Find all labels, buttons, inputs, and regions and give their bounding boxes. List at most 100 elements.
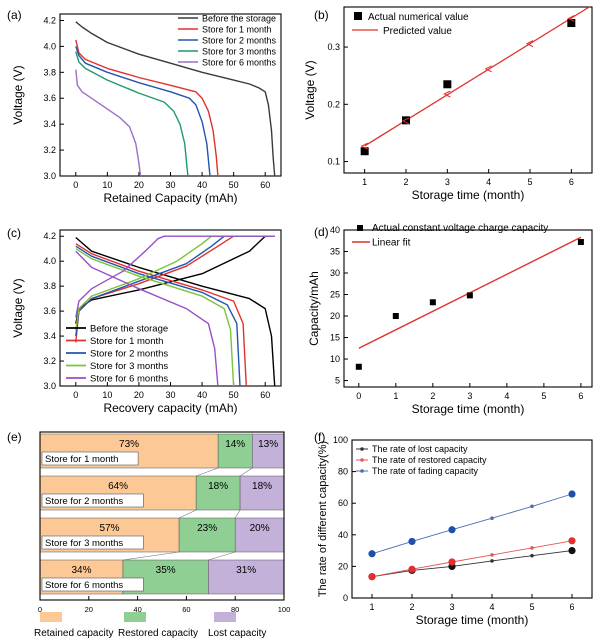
bar-value-label: 57% (100, 523, 120, 534)
bar-value-label: 64% (108, 481, 128, 492)
y-tick-label: 0.2 (327, 99, 340, 109)
legend-label: Actual numerical value (368, 12, 469, 23)
y-tick-label: 0 (343, 593, 348, 603)
y-tick-label: 40 (338, 530, 348, 540)
legend-label: The rate of lost capacity (372, 444, 468, 454)
x-tick-label: 4 (504, 391, 509, 401)
charge-curve (75, 235, 275, 324)
legend-label: Actual constant voltage charge capacity (372, 223, 548, 234)
x-tick-label: 0 (73, 180, 78, 190)
x-tick-label: 50 (229, 390, 239, 400)
x-tick-label: 4 (489, 602, 494, 612)
connector-line (178, 509, 197, 519)
legend-swatch (354, 12, 362, 20)
bar-value-label: 14% (225, 439, 245, 450)
panel-3: 0 10 20 30 40 50 60 3.0 3.2 3.4 3.6 3.8 4.0 4.2 Recove… (7, 226, 282, 415)
x-tick-label: 4 (486, 177, 491, 187)
data-point (368, 573, 376, 581)
x-tick-label: 2 (430, 391, 435, 401)
data-point (448, 558, 456, 566)
x-tick-label: 40 (197, 390, 207, 400)
x-axis-label: Storage time (month) (412, 402, 525, 416)
plot-frame (351, 439, 593, 599)
bar-segment (252, 433, 285, 469)
y-tick-label: 3.6 (43, 93, 56, 103)
legend-label: Linear fit (372, 238, 411, 249)
x-tick-label: 60 (260, 180, 270, 190)
discharge-curve (75, 248, 235, 387)
discharge-curve (75, 245, 241, 387)
x-tick-label: 1 (362, 177, 367, 187)
x-tick-label: 6 (569, 177, 574, 187)
category-box (41, 493, 144, 508)
actual-point (402, 116, 410, 125)
x-axis-label: Storage time (month) (412, 188, 525, 202)
bar-segment (208, 559, 285, 595)
x-tick-label: 100 (278, 605, 291, 614)
legend-marker (360, 458, 364, 462)
x-tick-label: 0 (73, 390, 78, 400)
charge-curve (75, 235, 275, 337)
data-point (408, 565, 416, 573)
bar-segment (217, 433, 253, 469)
legend-marker (360, 447, 364, 451)
y-tick-label: 3.6 (43, 306, 56, 316)
legend-label: Restored capacity (118, 628, 198, 639)
series-line (75, 46, 211, 177)
data-point (530, 504, 534, 509)
data-point (490, 553, 494, 557)
data-point (368, 550, 376, 558)
connector-line (208, 551, 236, 561)
x-tick-label: 5 (527, 177, 532, 187)
bar-value-label: 31% (236, 565, 256, 576)
data-point (392, 313, 399, 320)
bar-value-label: 20% (250, 523, 270, 534)
bar-segment (234, 517, 285, 553)
legend-label: Lost capacity (208, 628, 266, 639)
x-tick-label: 6 (578, 391, 583, 401)
plot-frame (343, 229, 593, 388)
x-tick-label: 80 (231, 605, 239, 614)
actual-point (360, 147, 369, 156)
category-label: Store for 6 months (45, 580, 123, 591)
y-tick-label: 4.0 (43, 41, 56, 51)
legend-label: Store for 1 month (202, 25, 272, 35)
predicted-point (567, 15, 575, 22)
discharge-curve (75, 236, 276, 387)
legend-label: Store for 6 months (202, 58, 277, 68)
x-tick-label: 3 (445, 177, 450, 187)
y-tick-label: 10 (330, 354, 340, 364)
category-label: Store for 3 months (45, 538, 123, 549)
x-tick-label: 50 (229, 180, 239, 190)
bar-value-label: 73% (119, 439, 139, 450)
panel-label: (d) (314, 225, 329, 239)
predicted-point (401, 117, 410, 125)
y-tick-label: 100 (333, 435, 348, 445)
x-tick-label: 2 (409, 602, 414, 612)
y-tick-label: 3.8 (43, 281, 56, 291)
y-tick-label: 4.2 (43, 231, 56, 241)
x-tick-label: 0 (38, 605, 42, 614)
x-tick-label: 5 (541, 391, 546, 401)
y-tick-label: 3.0 (43, 171, 56, 181)
legend-swatch (214, 612, 236, 622)
y-tick-label: 60 (338, 498, 348, 508)
x-tick-label: 3 (449, 602, 454, 612)
x-tick-label: 40 (197, 180, 207, 190)
x-tick-label: 6 (569, 602, 574, 612)
legend-label: Retained capacity (34, 628, 114, 639)
x-tick-label: 40 (133, 605, 141, 614)
x-tick-label: 10 (102, 180, 112, 190)
series-line (371, 493, 573, 555)
panel-label: (c) (7, 226, 21, 240)
charge-curve (75, 235, 275, 330)
panel-5: 73% 14% 13% 64% 18% 18% 57% 23% 20% 34% 35% 31% Stor… (7, 430, 290, 639)
bar-segment (178, 517, 236, 553)
x-tick-label: 20 (134, 180, 144, 190)
x-tick-label: 20 (85, 605, 93, 614)
y-tick-label: 3.0 (43, 381, 56, 391)
bar-value-label: 13% (258, 439, 278, 450)
actual-point (443, 80, 452, 89)
y-tick-label: 0.3 (327, 42, 340, 52)
